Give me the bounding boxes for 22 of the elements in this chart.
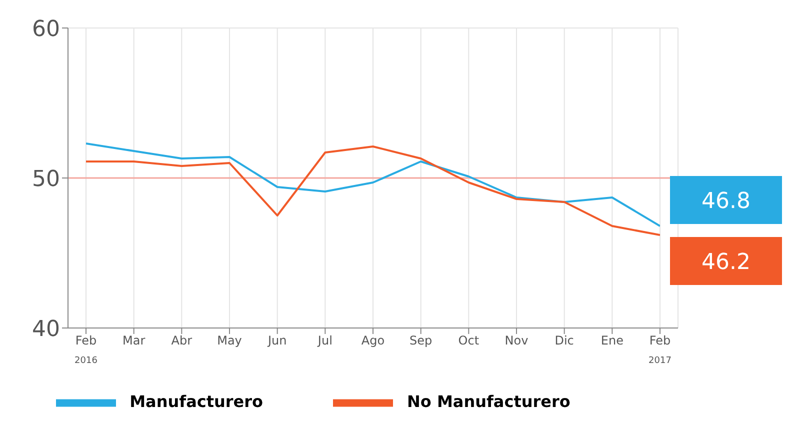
data-label: 46.2 — [702, 250, 750, 275]
y-tick-label: 40 — [32, 316, 60, 342]
x-tick-label: May — [217, 334, 242, 348]
y-tick-label: 60 — [32, 16, 60, 42]
x-tick-label: Oct — [458, 334, 480, 348]
x-tick-label: Ene — [600, 334, 624, 348]
legend-label: Manufacturero — [130, 392, 264, 412]
legend-label: No Manufacturero — [407, 392, 570, 412]
x-tick-label: Mar — [122, 334, 146, 348]
x-tick-label: Ago — [361, 334, 385, 348]
x-tick-label: Feb — [75, 334, 97, 348]
x-tick-label: Sep — [410, 334, 432, 348]
x-tick-label: Abr — [171, 334, 192, 348]
x-tick-label: Jul — [316, 334, 332, 348]
x-tick-label: Feb — [649, 334, 671, 348]
x-tick-label: Nov — [504, 334, 528, 348]
data-label: 46.8 — [702, 189, 750, 214]
x-tick-label: Jun — [266, 334, 287, 348]
text: 2016 — [74, 356, 98, 366]
y-tick-label: 50 — [32, 166, 60, 192]
text: 2017 — [648, 356, 672, 366]
x-tick-label: Dic — [554, 334, 574, 348]
